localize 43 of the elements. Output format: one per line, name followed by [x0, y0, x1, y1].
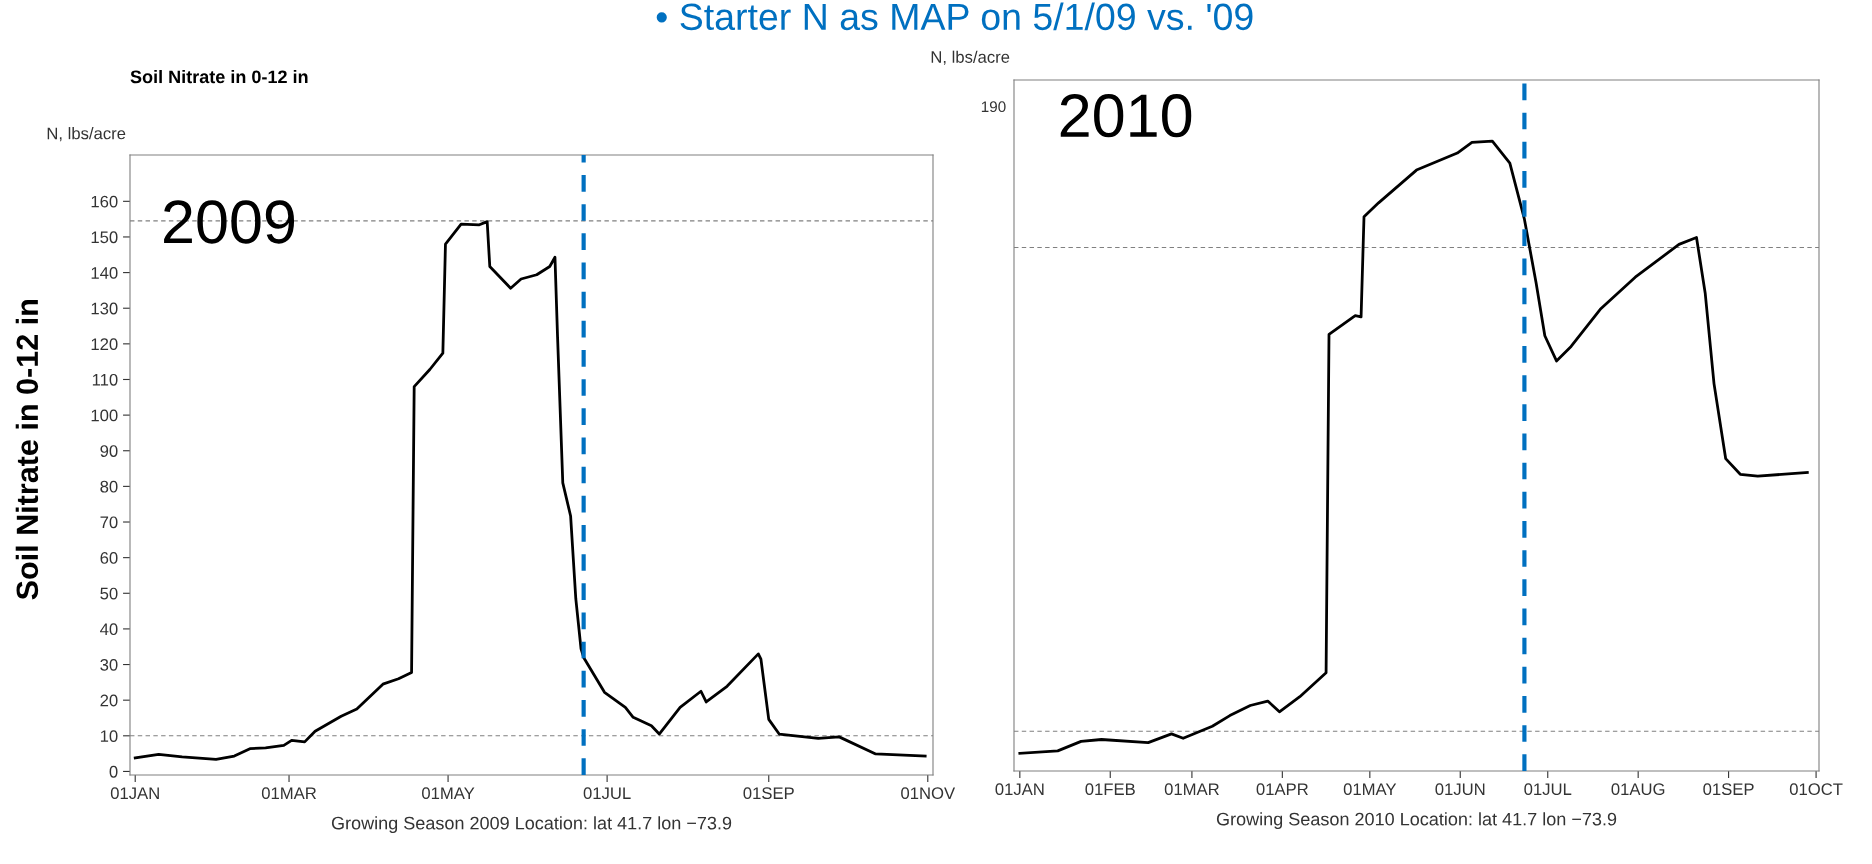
y-tick-label: 150	[91, 231, 118, 244]
x-axis-title: Growing Season 2009 Location: lat 41.7 lon −73.9	[331, 816, 732, 834]
text: 190	[981, 101, 1006, 113]
y-tick-label: 130	[91, 302, 118, 315]
y-tick-label: 20	[100, 694, 118, 707]
text: Soil Nitrate in 0-12 in	[15, 300, 39, 600]
y-tick-label: 110	[92, 373, 118, 386]
x-axis-title: Growing Season 2010 Location: lat 41.7 lon −73.9	[1216, 812, 1617, 830]
x-tick-label: 01JUL	[1524, 783, 1572, 796]
x-tick-label: 01MAY	[1343, 783, 1397, 796]
y-tick-label: 10	[100, 730, 118, 743]
y-tick-label: 0	[109, 765, 118, 778]
x-tick-label: 01MAR	[1164, 783, 1219, 796]
x-tick-label: 01APR	[1256, 783, 1308, 796]
chart-title: Soil Nitrate in 0-12 in	[130, 69, 308, 84]
y-tick-label: 90	[100, 445, 118, 457]
y-tick-label: 140	[91, 266, 118, 279]
text: • Starter N as MAP on 5/1/09 vs. '09	[656, 2, 1253, 31]
x-tick-label: 01NOV	[901, 787, 956, 800]
y-axis-title: N, lbs/acre	[47, 127, 126, 142]
y-tick-label: 100	[91, 409, 118, 422]
x-tick-label: 01JUL	[583, 787, 631, 800]
annotation: 2009	[164, 200, 295, 244]
y-tick-label: 160	[91, 195, 118, 208]
x-tick-label: 01MAR	[261, 787, 317, 800]
y-tick-label: 70	[100, 516, 118, 529]
x-tick-label: 01JAN	[995, 783, 1044, 796]
x-tick-label: 01JUN	[1435, 783, 1485, 796]
y-tick-label: 40	[100, 623, 118, 636]
y-tick-label: 50	[100, 587, 118, 600]
x-tick-label: 01MAY	[422, 787, 475, 800]
text: 2010	[1060, 94, 1192, 138]
x-tick-label: 01FEB	[1085, 783, 1135, 796]
y-tick-label: 80	[100, 480, 118, 493]
y-axis-title: N, lbs/acre	[931, 50, 1010, 65]
x-tick-label: 01AUG	[1611, 783, 1665, 796]
y-tick-label: 60	[100, 552, 118, 564]
x-tick-label: 01SEP	[743, 787, 794, 800]
y-tick-label: 30	[100, 658, 118, 671]
x-tick-label: 01OCT	[1789, 783, 1843, 796]
x-tick-label: 01SEP	[1703, 783, 1754, 796]
x-tick-label: 01JAN	[110, 787, 159, 800]
y-tick-label: 120	[91, 338, 118, 351]
